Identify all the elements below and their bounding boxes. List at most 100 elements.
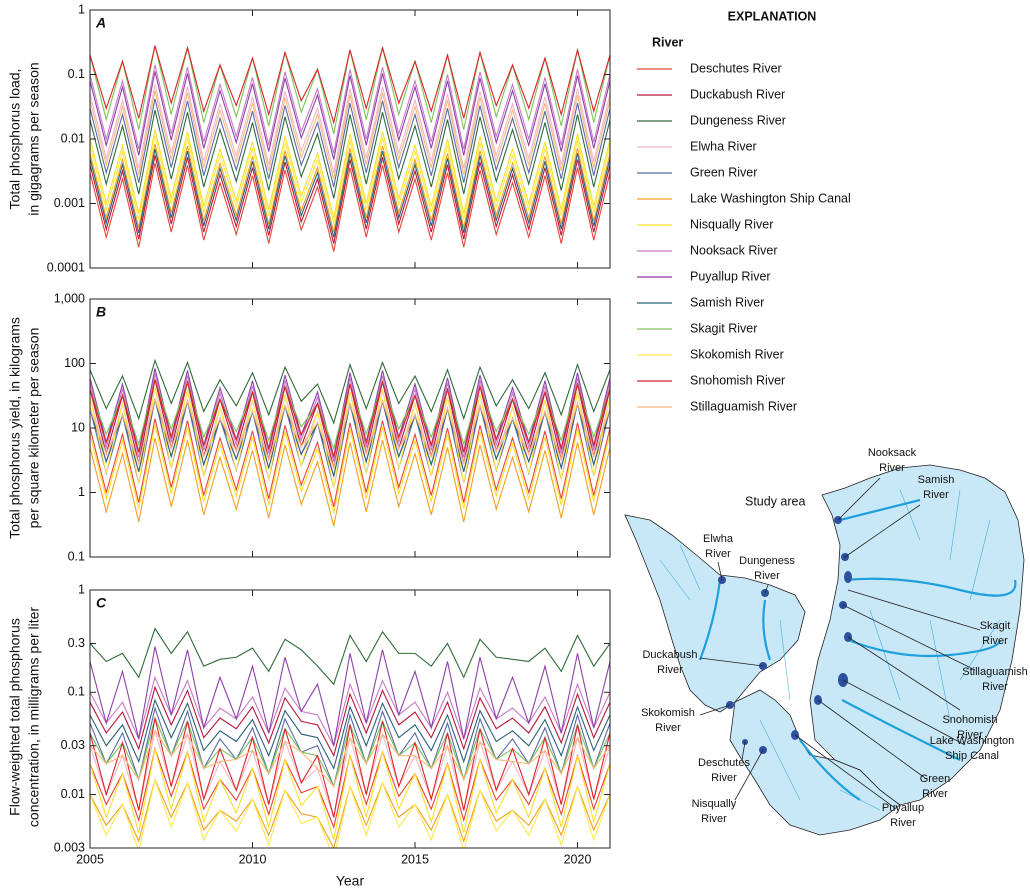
map-label-line: River xyxy=(982,681,1008,693)
legend-label: Elwha River xyxy=(690,139,757,153)
series-line xyxy=(90,418,610,507)
y-tick-label: 0.03 xyxy=(61,738,85,752)
y-tick-label: 0.01 xyxy=(61,787,85,801)
series-line xyxy=(90,685,610,758)
series-line xyxy=(90,90,610,180)
series-line xyxy=(90,627,610,686)
legend-label: Skokomish River xyxy=(690,347,784,361)
map-label-line: River xyxy=(922,788,948,800)
series-line xyxy=(90,110,610,199)
series-line xyxy=(90,71,610,160)
legend-label: Nisqually River xyxy=(690,217,773,231)
y-tick-label: 0.0001 xyxy=(47,260,85,274)
map-label: Deschutes River xyxy=(698,757,750,784)
map-label-line: River xyxy=(879,462,905,474)
map-streams xyxy=(659,489,1001,811)
series-line xyxy=(90,64,610,154)
map-label-line: Dungeness xyxy=(739,555,795,567)
legend-label: Puyallup River xyxy=(690,269,771,283)
map-label-line: River xyxy=(655,722,681,734)
series-line xyxy=(90,777,610,848)
map-label: Samish River xyxy=(918,474,955,501)
map-label: Puyallup River xyxy=(882,802,924,829)
series-line xyxy=(90,397,610,470)
panel-letter: C xyxy=(96,595,107,611)
series-line xyxy=(90,84,610,173)
x-tick-label: 2020 xyxy=(564,852,592,866)
map-label-line: Elwha xyxy=(703,533,734,545)
series-line xyxy=(90,163,610,252)
map-label-line: River xyxy=(890,817,916,829)
series-line xyxy=(90,387,610,488)
map-leaders xyxy=(699,477,981,809)
map-label-line: River xyxy=(754,570,780,582)
y-axis-title: Total phosphorus load, xyxy=(7,69,23,210)
map-label: Elwha River xyxy=(703,533,734,560)
y-tick-label: 1,000 xyxy=(54,291,85,305)
series-line xyxy=(90,148,610,238)
y-tick-label: 100 xyxy=(64,356,85,370)
y-tick-label: 0.01 xyxy=(61,131,85,145)
legend-title: EXPLANATION xyxy=(728,9,817,23)
map-title: Study area xyxy=(745,494,806,508)
plot-lines xyxy=(90,358,610,527)
map-label-line: Duckabush xyxy=(642,649,697,661)
series-line xyxy=(90,698,610,770)
y-axis-title: concentration, in milligrams per liter xyxy=(26,607,42,828)
map-label-line: Lake Washington xyxy=(930,735,1015,747)
legend-label: Stillaguamish River xyxy=(690,399,797,413)
legend-label: Green River xyxy=(690,165,757,179)
x-axis-title: Year xyxy=(336,873,365,889)
x-tick-label: 2015 xyxy=(401,852,429,866)
map-label-line: Skagit xyxy=(980,620,1011,632)
map-label: Dungeness River xyxy=(739,555,795,582)
map-label-line: River xyxy=(957,729,983,741)
series-line xyxy=(90,129,610,218)
plot-frame xyxy=(89,589,611,849)
map-label-line: Nisqually xyxy=(692,798,737,810)
x-tick-label: 2005 xyxy=(76,852,104,866)
legend-label: Duckabush River xyxy=(690,87,785,101)
series-line xyxy=(90,155,610,244)
map-label-line: River xyxy=(982,635,1008,647)
series-line xyxy=(90,437,610,527)
series-line xyxy=(90,379,610,459)
series-line xyxy=(90,358,610,425)
map-label-line: Stillaguamish xyxy=(962,666,1027,678)
map-east xyxy=(809,464,1025,806)
map-label: Green River xyxy=(920,773,951,800)
series-line xyxy=(90,45,610,125)
series-line xyxy=(90,135,610,225)
panel-letter: B xyxy=(96,304,106,320)
map-label-line: River xyxy=(657,664,683,676)
series-line xyxy=(90,646,610,746)
legend-label: Snohomish River xyxy=(690,373,785,387)
series-line xyxy=(90,98,610,188)
series-line xyxy=(90,729,610,788)
y-tick-label: 0.1 xyxy=(68,685,85,699)
y-axis-title: Total phosphorus yield, in kilograms xyxy=(7,317,23,539)
map-label: Nisqually River xyxy=(692,798,737,825)
legend-label: Samish River xyxy=(690,295,764,309)
y-tick-label: 1 xyxy=(78,2,85,16)
y-tick-label: 0.3 xyxy=(68,636,85,650)
y-tick-label: 0.1 xyxy=(68,67,85,81)
map-label-line: River xyxy=(923,489,949,501)
map-label-line: Puyallup xyxy=(882,802,924,814)
map-label: Nooksack River xyxy=(868,447,917,474)
legend-label: Dungeness River xyxy=(690,113,786,127)
series-line xyxy=(90,143,610,233)
x-tick-label: 2010 xyxy=(239,852,267,866)
map-label-line: River xyxy=(701,813,727,825)
legend-label: Nooksack River xyxy=(690,243,778,257)
map-label-line: Green xyxy=(920,773,951,785)
plot-lines xyxy=(90,45,610,252)
y-tick-label: 1 xyxy=(78,582,85,596)
map-label: Skokomish River xyxy=(641,707,695,734)
map-label-line: Skokomish xyxy=(641,707,695,719)
legend-label: Lake Washington Ship Canal xyxy=(690,191,851,205)
map-label-line: River xyxy=(705,548,731,560)
map-label-line: Snohomish xyxy=(942,714,997,726)
legend-label: Deschutes River xyxy=(690,61,782,75)
